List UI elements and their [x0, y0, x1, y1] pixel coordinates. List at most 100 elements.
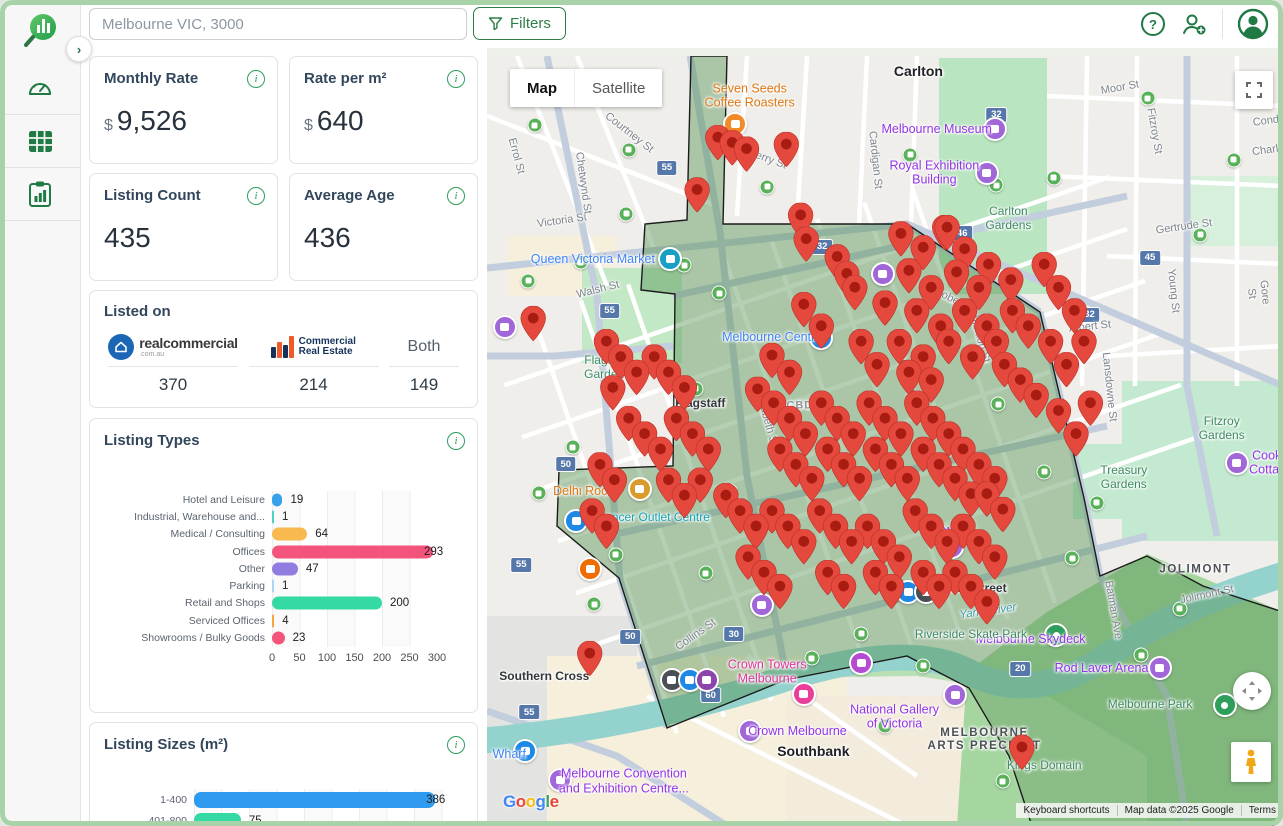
- sidebar-item-reports[interactable]: [0, 168, 80, 220]
- stat-value: 435: [104, 222, 263, 254]
- stat-title: Average Age: [304, 187, 395, 204]
- stat-value: $ 9,526: [104, 105, 263, 137]
- info-icon[interactable]: i: [447, 70, 465, 88]
- route-shield: 55: [656, 159, 678, 176]
- bar-category-label: Hotel and Leisure: [182, 493, 265, 506]
- convention-icon[interactable]: [548, 767, 573, 792]
- camera-icon[interactable]: [849, 650, 874, 675]
- palette-icon[interactable]: [943, 683, 968, 708]
- map-attribution: Keyboard shortcuts Map data ©2025 Google T…: [1016, 803, 1283, 818]
- pegman-control[interactable]: [1231, 742, 1271, 782]
- transit-stop-icon: [520, 273, 536, 289]
- bar[interactable]: [272, 493, 283, 507]
- sidebar-item-table[interactable]: [0, 115, 80, 167]
- x-axis-tick: 200: [372, 651, 392, 664]
- stat-card-listing-count: Listing Count i 435: [89, 173, 278, 281]
- castle-icon[interactable]: [1224, 450, 1249, 475]
- stat-number: 435: [104, 222, 151, 253]
- listing-sizes-card: Listing Sizes (m²) i 1-400 386 401-800 7…: [89, 722, 478, 826]
- bar-track: 64: [272, 526, 437, 543]
- bar[interactable]: [272, 579, 274, 593]
- svg-text:?: ?: [1149, 17, 1157, 32]
- map-view-button[interactable]: Map: [527, 79, 557, 97]
- bar-track: 386: [194, 789, 446, 810]
- info-icon[interactable]: i: [447, 432, 465, 450]
- bar[interactable]: [272, 562, 298, 576]
- museum-icon[interactable]: [939, 535, 964, 560]
- train-icon[interactable]: [694, 667, 719, 692]
- museum-icon[interactable]: [749, 593, 774, 617]
- museum-icon[interactable]: [982, 117, 1007, 142]
- park-dot-icon[interactable]: [1212, 693, 1237, 718]
- bar[interactable]: [194, 812, 241, 826]
- park-dot-icon[interactable]: [1044, 623, 1069, 648]
- lock-icon[interactable]: [809, 325, 834, 350]
- lock-icon[interactable]: [564, 509, 589, 534]
- bar-value: 386: [426, 793, 446, 806]
- tram-icon[interactable]: [578, 556, 603, 581]
- fork-icon[interactable]: [627, 476, 652, 501]
- route-shield: 45: [1139, 249, 1161, 266]
- profile-avatar[interactable]: [1237, 8, 1269, 40]
- location-search-input[interactable]: [89, 8, 467, 40]
- museum-icon[interactable]: [1147, 656, 1172, 681]
- bar-category-label: Showrooms / Bulky Goods: [141, 632, 265, 645]
- bed-icon[interactable]: [791, 681, 816, 706]
- x-axis: 0 50 100 150 200 250 300: [269, 651, 446, 666]
- dice-icon[interactable]: [738, 718, 763, 743]
- cart-icon[interactable]: [658, 246, 683, 271]
- lock-icon[interactable]: [513, 738, 538, 763]
- bar-track: 4: [272, 612, 437, 629]
- transit-stop-icon: [853, 626, 869, 641]
- pegman-icon: [1246, 749, 1256, 774]
- route-shield: 50: [619, 628, 642, 645]
- info-icon[interactable]: i: [447, 736, 465, 754]
- bar-value: 4: [282, 614, 289, 627]
- sidebar-expand-toggle[interactable]: ›: [66, 36, 92, 62]
- bar-row: Other 47: [104, 560, 463, 577]
- help-icon[interactable]: ?: [1140, 11, 1166, 37]
- bar-track: 1: [272, 508, 437, 525]
- bar-row: Hotel and Leisure 19: [104, 491, 463, 508]
- fullscreen-button[interactable]: [1235, 71, 1273, 109]
- museum-icon[interactable]: [870, 261, 895, 286]
- info-icon[interactable]: i: [447, 187, 465, 205]
- transit-stop-icon: [573, 254, 589, 270]
- bar[interactable]: [272, 545, 434, 559]
- fullscreen-icon: [1246, 82, 1262, 98]
- keyboard-shortcuts-link[interactable]: Keyboard shortcuts: [1023, 805, 1110, 816]
- google-logo-letter: g: [535, 792, 546, 811]
- bar[interactable]: [272, 527, 308, 541]
- stat-cards: Monthly Rate i $ 9,526 Rate per m² i $ 64…: [89, 56, 478, 281]
- stat-title: Rate per m²: [304, 70, 387, 87]
- info-icon[interactable]: i: [247, 70, 265, 88]
- transit-stop-icon: [608, 547, 624, 563]
- museum-icon[interactable]: [492, 315, 517, 340]
- bar[interactable]: [194, 791, 436, 808]
- bar[interactable]: [272, 510, 274, 524]
- terms-link[interactable]: Terms: [1248, 805, 1276, 816]
- satellite-view-button[interactable]: Satellite: [574, 69, 662, 107]
- listing-sizes-chart: 1-400 386 401-800 75: [104, 789, 463, 826]
- bar[interactable]: [272, 596, 382, 610]
- source-commercialrealestate: Commercial Real Estate 214: [248, 330, 379, 395]
- museum-icon[interactable]: [974, 161, 999, 186]
- app-logo[interactable]: [0, 0, 80, 62]
- map-canvas[interactable]: Carlton Seven Seeds Coffee Roasters Melbou…: [487, 48, 1283, 826]
- commercialrealestate-logo: Commercial Real Estate: [271, 330, 356, 364]
- bar[interactable]: [272, 631, 285, 645]
- coffee-icon[interactable]: [723, 111, 748, 136]
- sidebar-item-dashboard[interactable]: [0, 62, 80, 114]
- bar[interactable]: [272, 614, 275, 628]
- filters-button[interactable]: Filters: [473, 7, 566, 40]
- route-shield: 20: [1009, 660, 1032, 677]
- train-icon[interactable]: [914, 579, 939, 604]
- listing-types-card: Listing Types i Hotel and Leisure 19 Ind…: [89, 418, 478, 713]
- stats-panel: Monthly Rate i $ 9,526 Rate per m² i $ 64…: [81, 48, 487, 826]
- pan-control[interactable]: [1233, 672, 1271, 710]
- realcommercial-logo: realcommercial .com.au: [108, 330, 238, 364]
- map-base-art: [487, 56, 1283, 826]
- invite-user-icon[interactable]: [1180, 11, 1208, 37]
- info-icon[interactable]: i: [247, 187, 265, 205]
